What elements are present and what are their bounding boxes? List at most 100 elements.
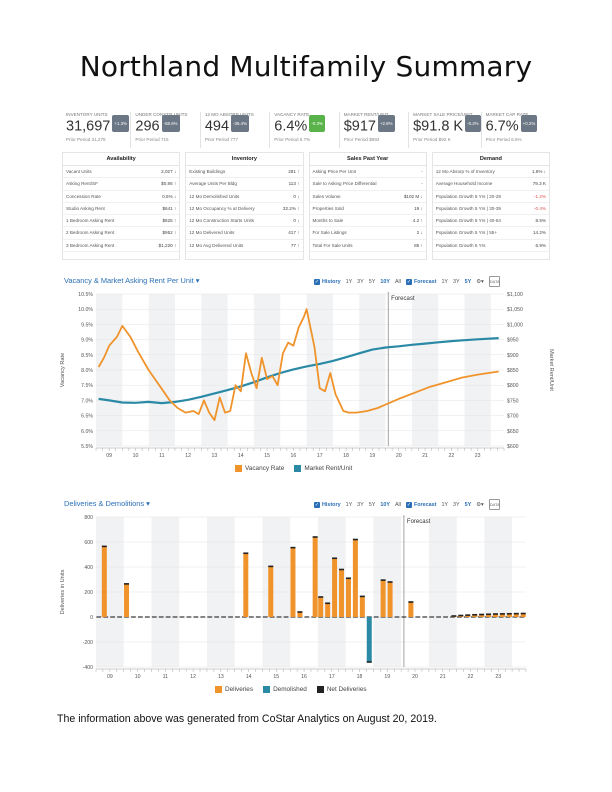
marker-net-deliveries — [408, 601, 414, 603]
legend-item-rent[interactable]: Market Rent/Unit — [294, 465, 352, 472]
marker-forecast-net — [465, 614, 471, 616]
x-tick-label: 18 — [343, 453, 349, 458]
row-label: Months to Sale — [312, 218, 344, 224]
fc-range-1y[interactable]: 1Y — [441, 278, 449, 285]
checkbox-icon: ✓ — [405, 501, 412, 508]
range-1y[interactable]: 1Y — [345, 501, 353, 508]
legend-item-net-deliveries[interactable]: Net Deliveries — [316, 686, 367, 693]
row-label: 3 Bedroom Asking Rent — [66, 242, 115, 248]
kpi-prior: Prior Period 31,278 — [66, 137, 106, 142]
y2-tick-label: $1,000 — [507, 322, 523, 328]
bar-forecast-deliveries — [465, 615, 471, 617]
y2-tick-label: $1,050 — [507, 307, 523, 313]
marker-net-deliveries — [352, 538, 358, 541]
kpi-value: 6.4% -0.3% — [274, 115, 338, 135]
bar-demolished — [366, 617, 372, 662]
range-10y[interactable]: 10Y — [380, 278, 390, 285]
bar-forecast-deliveries — [472, 614, 478, 617]
range-3y[interactable]: 3Y — [357, 501, 364, 508]
row-value: 79.3 K — [532, 181, 546, 187]
x-tick-label: 13 — [218, 674, 224, 680]
gear-icon[interactable]: ⚙▾ — [476, 501, 484, 508]
range-all[interactable]: All — [394, 501, 401, 508]
kpi-under-constr-units: UNDER CONSTR UNITS 296 -58.6% Prior Perio… — [131, 112, 201, 148]
forecast-toggle[interactable]: ✓ Forecast — [405, 501, 436, 508]
data-icon[interactable]: DATA — [488, 276, 500, 287]
range-1y[interactable]: 1Y — [345, 278, 353, 285]
marker-forecast-net — [499, 613, 505, 615]
marker-forecast-net — [492, 613, 498, 615]
panel-row: Average Household Income 79.3 K — [432, 178, 549, 191]
row-value: $0.86 ↑ — [161, 181, 177, 187]
vacancy-chart-legend: Vacancy Rate Market Rent/Unit — [235, 465, 352, 472]
zero-bar — [179, 616, 185, 618]
gear-icon[interactable]: ⚙▾ — [476, 278, 484, 285]
x-tick-label: 19 — [384, 674, 390, 680]
x-tick-label: 12 — [190, 674, 196, 680]
row-label: Existing Buildings — [189, 169, 226, 174]
legend-item-demolished[interactable]: Demolished — [263, 686, 307, 693]
y-tick-label: 10.0% — [78, 307, 93, 313]
history-toggle[interactable]: ✓ History — [314, 501, 341, 508]
panel-row: Asking Price Per Unit - — [309, 166, 426, 179]
legend-item-deliveries[interactable]: Deliveries — [215, 686, 253, 693]
legend-swatch — [215, 686, 222, 693]
range-3y[interactable]: 3Y — [357, 278, 364, 285]
panel-row: Sales Volume $102 M ↓ — [309, 191, 426, 203]
vacancy-rent-chart: 5.5% $600 6.0% $650 6.5% $700 7.0% $750 7.5% $800… — [60, 292, 554, 458]
fc-range-3y[interactable]: 3Y — [453, 501, 460, 508]
zero-bar — [415, 616, 421, 618]
row-value: 417 ↑ — [288, 230, 300, 236]
range-all[interactable]: All — [394, 278, 401, 285]
panel-title: Sales Past Year — [309, 153, 426, 166]
bar-deliveries — [312, 537, 318, 617]
fc-range-5y[interactable]: 5Y — [464, 278, 472, 285]
x-tick-label: 21 — [422, 453, 428, 458]
row-value: 2 ↓ — [416, 230, 423, 236]
legend-label: Demolished — [273, 686, 307, 694]
fc-range-1y[interactable]: 1Y — [441, 501, 449, 508]
kpi-value: 296 -58.6% — [135, 115, 199, 135]
y-tick-label: 8.0% — [81, 368, 93, 374]
fc-range-3y[interactable]: 3Y — [453, 278, 460, 285]
range-5y[interactable]: 5Y — [368, 501, 376, 508]
legend-item-vacancy[interactable]: Vacancy Rate — [235, 465, 284, 472]
row-value: -0.4% — [533, 205, 546, 211]
marker-forecast-net — [513, 612, 519, 615]
y-tick-label: 0 — [90, 615, 93, 621]
panel-row: Concession Rate 0.5% ↓ — [63, 191, 180, 203]
row-value: -1.2% — [533, 193, 546, 199]
bar-deliveries — [408, 602, 414, 617]
y2-tick-label: $800 — [507, 383, 519, 389]
data-icon[interactable]: DATA — [488, 499, 500, 510]
bar-forecast-deliveries — [520, 613, 526, 617]
y2-tick-label: $700 — [507, 414, 519, 420]
fc-range-5y[interactable]: 5Y — [464, 501, 472, 508]
range-5y[interactable]: 5Y — [368, 278, 376, 285]
row-value: $825 ↑ — [162, 218, 177, 224]
panel-row: 12 Mo Delivered Units 417 ↑ — [186, 227, 303, 240]
history-toggle[interactable]: ✓ History — [314, 278, 341, 285]
kpi-vacancy-rate: VACANCY RATE 6.4% -0.3% Prior Period 6.7% — [270, 112, 340, 148]
deliveries-chart-title[interactable]: Deliveries & Demolitions ▾ — [64, 499, 150, 508]
zero-bar — [200, 616, 206, 618]
series-line-vacancy-rate — [97, 308, 499, 422]
y2-tick-label: $600 — [507, 444, 519, 450]
vacancy-chart-title[interactable]: Vacancy & Market Asking Rent Per Unit ▾ — [64, 276, 200, 285]
bar-forecast-deliveries — [479, 614, 485, 617]
y-tick-label: 7.0% — [81, 398, 93, 404]
marker-net-deliveries — [243, 552, 249, 555]
x-tick-label: 10 — [133, 453, 139, 458]
bar-deliveries — [359, 596, 365, 617]
forecast-label: Forecast — [407, 519, 431, 525]
zero-bar — [193, 616, 199, 618]
x-tick-label: 15 — [264, 453, 270, 458]
zero-bar — [151, 616, 157, 618]
row-label: Population Growth 5 Yrs | 55+ — [435, 230, 497, 236]
forecast-toggle[interactable]: ✓ Forecast — [405, 278, 436, 285]
range-10y[interactable]: 10Y — [380, 501, 390, 508]
checkbox-icon: ✓ — [405, 278, 412, 285]
y-tick-label: 400 — [84, 565, 93, 571]
kpi-number: 296 — [135, 118, 160, 135]
kpi-value: $917 +2.8% — [344, 115, 408, 135]
